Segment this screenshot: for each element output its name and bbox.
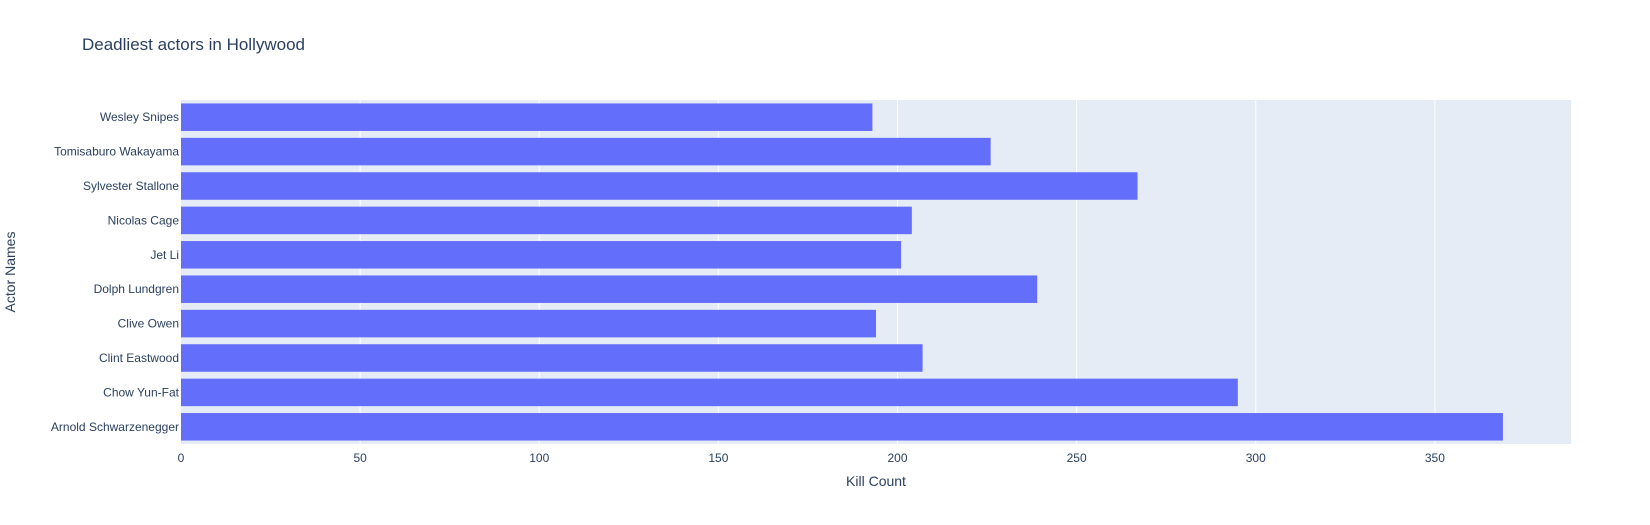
- x-axis-title: Kill Count: [846, 473, 906, 489]
- bar-wesley-snipes[interactable]: [181, 103, 873, 131]
- bar-dolph-lundgren[interactable]: [181, 275, 1038, 303]
- y-axis-title: Actor Names: [2, 232, 18, 313]
- x-tick-label: 300: [1246, 451, 1266, 465]
- y-tick-label: Chow Yun-Fat: [103, 385, 179, 399]
- y-tick-label: Clive Owen: [118, 317, 179, 331]
- x-tick-label: 0: [178, 451, 185, 465]
- y-tick-label: Tomisaburo Wakayama: [54, 145, 179, 159]
- bars: [181, 103, 1503, 441]
- y-tick-label: Dolph Lundgren: [94, 282, 179, 296]
- bar-clint-eastwood[interactable]: [181, 344, 923, 372]
- bar-jet-li[interactable]: [181, 241, 902, 269]
- x-tick-label: 100: [529, 451, 549, 465]
- bar-arnold-schwarzenegger[interactable]: [181, 413, 1503, 441]
- y-tick-label: Clint Eastwood: [99, 351, 179, 365]
- x-tick-label: 250: [1067, 451, 1087, 465]
- bar-tomisaburo-wakayama[interactable]: [181, 137, 991, 166]
- x-tick-label: 350: [1425, 451, 1445, 465]
- y-tick-label: Sylvester Stallone: [83, 179, 179, 193]
- x-tick-label: 50: [353, 451, 367, 465]
- x-tick-labels: 0 50 100 150 200 250 300 350: [178, 451, 1446, 465]
- bar-clive-owen[interactable]: [181, 309, 876, 338]
- x-tick-label: 150: [708, 451, 728, 465]
- bar-sylvester-stallone[interactable]: [181, 172, 1138, 200]
- y-tick-label: Nicolas Cage: [108, 213, 180, 227]
- y-tick-label: Jet Li: [150, 248, 179, 262]
- y-tick-label: Arnold Schwarzenegger: [51, 420, 179, 434]
- y-tick-labels: Arnold Schwarzenegger Chow Yun-Fat Clint E…: [51, 110, 180, 434]
- bar-nicolas-cage[interactable]: [181, 206, 912, 235]
- bar-chow-yun-fat[interactable]: [181, 378, 1238, 407]
- chart-title: Deadliest actors in Hollywood: [82, 35, 305, 54]
- x-tick-label: 200: [887, 451, 907, 465]
- y-tick-label: Wesley Snipes: [100, 110, 179, 124]
